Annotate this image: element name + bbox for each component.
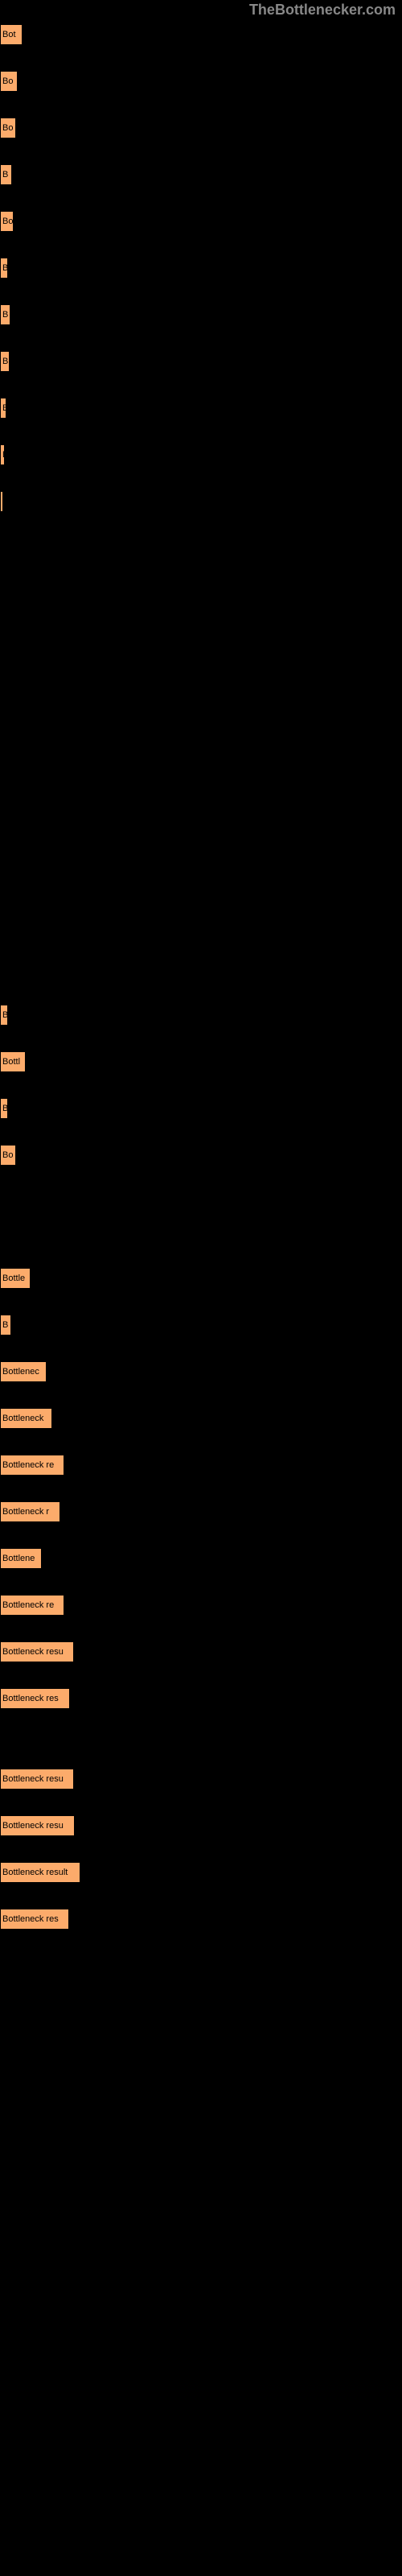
bar-row: Bottleneck re: [0, 1455, 402, 1476]
bar-row: B: [0, 398, 402, 419]
bar: Bottleneck resu: [0, 1641, 74, 1662]
bar-row: B: [0, 444, 402, 465]
bar-row: Bottlenec: [0, 1361, 402, 1382]
bar: Bottleneck re: [0, 1455, 64, 1476]
bar: B: [0, 1098, 8, 1119]
bar-row: B: [0, 258, 402, 279]
bar: B: [0, 164, 12, 185]
bar: Bottleneck re: [0, 1595, 64, 1616]
watermark-text: TheBottlenecker.com: [249, 2, 396, 19]
gap: [0, 538, 402, 1005]
bar: Bottleneck res: [0, 1909, 69, 1930]
bar: B: [0, 444, 5, 465]
bar: Bottlenec: [0, 1361, 47, 1382]
bar-row: Bottleneck res: [0, 1688, 402, 1709]
bar-row: Bottleneck resu: [0, 1641, 402, 1662]
bar: Bottleneck res: [0, 1688, 70, 1709]
bar-row: Bot: [0, 24, 402, 45]
bar-row: Bo: [0, 71, 402, 92]
bar-row: B: [0, 164, 402, 185]
bar: Bottl: [0, 1051, 26, 1072]
bar: Bottleneck: [0, 1408, 52, 1429]
bar-row: B: [0, 304, 402, 325]
bar-row: Bottlene: [0, 1548, 402, 1569]
bar-row: Bo: [0, 118, 402, 138]
bar: [0, 491, 3, 512]
bar-row: Bottleneck re: [0, 1595, 402, 1616]
bar: B: [0, 1315, 11, 1335]
bar: Bo: [0, 71, 18, 92]
bar: Bottlene: [0, 1548, 42, 1569]
bar-row: Bo: [0, 211, 402, 232]
bar: Bottleneck result: [0, 1862, 80, 1883]
bar-row: Bottleneck r: [0, 1501, 402, 1522]
bar-row: Bottleneck resu: [0, 1815, 402, 1836]
bar-row: B: [0, 1098, 402, 1119]
bar: Bo: [0, 118, 16, 138]
bar: Bo: [0, 1145, 16, 1166]
bar: Bottle: [0, 1268, 31, 1289]
bar: Bottleneck resu: [0, 1815, 75, 1836]
bar-row: Bottleneck: [0, 1408, 402, 1429]
bar-row: B: [0, 351, 402, 372]
bar-row: Bo: [0, 1145, 402, 1166]
bar-row: Bottleneck resu: [0, 1769, 402, 1790]
bar-row: Bottleneck res: [0, 1909, 402, 1930]
bar: Bo: [0, 211, 14, 232]
bar-row: B: [0, 1005, 402, 1026]
bar: B: [0, 1005, 8, 1026]
bar-row: B: [0, 1315, 402, 1335]
bar-row: Bottle: [0, 1268, 402, 1289]
bar-row: [0, 491, 402, 512]
gap: [0, 1735, 402, 1769]
bar-row: Bottleneck result: [0, 1862, 402, 1883]
bar: Bottleneck r: [0, 1501, 60, 1522]
bar: B: [0, 398, 6, 419]
bar: B: [0, 304, 10, 325]
bar: Bot: [0, 24, 23, 45]
bar-row: Bottl: [0, 1051, 402, 1072]
bar: B: [0, 258, 8, 279]
bar: B: [0, 351, 10, 372]
gap: [0, 1191, 402, 1268]
bar-chart: Bot Bo Bo B Bo B B B B B B Bottl B Bo Bottle B Bottlenec…: [0, 24, 402, 1955]
bar: Bottleneck resu: [0, 1769, 74, 1790]
